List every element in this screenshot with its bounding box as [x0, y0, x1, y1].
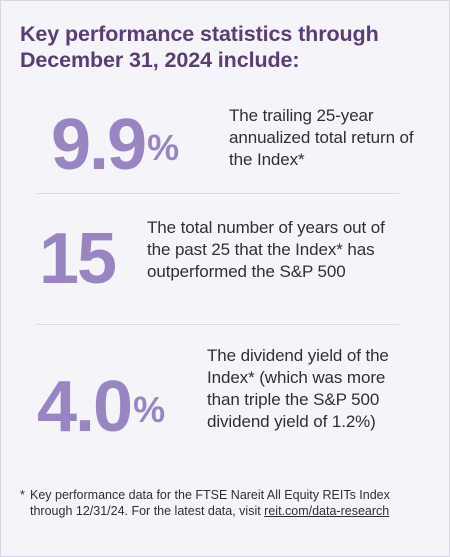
footnote: * Key performance data for the FTSE Nare…: [20, 487, 420, 519]
headline: Key performance statistics through Decem…: [20, 22, 379, 72]
stat-dividend-yield: 4.0% The dividend yield of the Index* (w…: [37, 341, 417, 461]
stat-number: 9.9%: [51, 105, 179, 185]
footnote-marker: *: [20, 488, 25, 502]
stat-description: The total number of years out of the pas…: [147, 218, 385, 281]
stat-annualized-return: 9.9% The trailing 25-year annualized tot…: [37, 101, 417, 189]
stat-years-outperformed: 15 The total number of years out of the …: [37, 211, 417, 311]
stat-description: The trailing 25-year annualized total re…: [229, 106, 414, 169]
data-research-link[interactable]: reit.com/data-research: [264, 504, 390, 518]
stat-value: 9.9: [51, 105, 147, 185]
stat-value: 4.0: [37, 367, 133, 447]
stat-value: 15: [39, 219, 117, 299]
stat-suffix: %: [133, 388, 166, 430]
stat-number: 15: [39, 219, 117, 299]
footnote-body: Key performance data for the FTSE Nareit…: [20, 487, 420, 519]
stat-description: The dividend yield of the Index* (which …: [207, 346, 389, 431]
divider: [37, 324, 399, 325]
divider: [37, 193, 399, 194]
stat-suffix: %: [147, 126, 180, 168]
footnote-text: Key performance data for the FTSE Nareit…: [30, 488, 390, 518]
stat-number: 4.0%: [37, 367, 165, 447]
